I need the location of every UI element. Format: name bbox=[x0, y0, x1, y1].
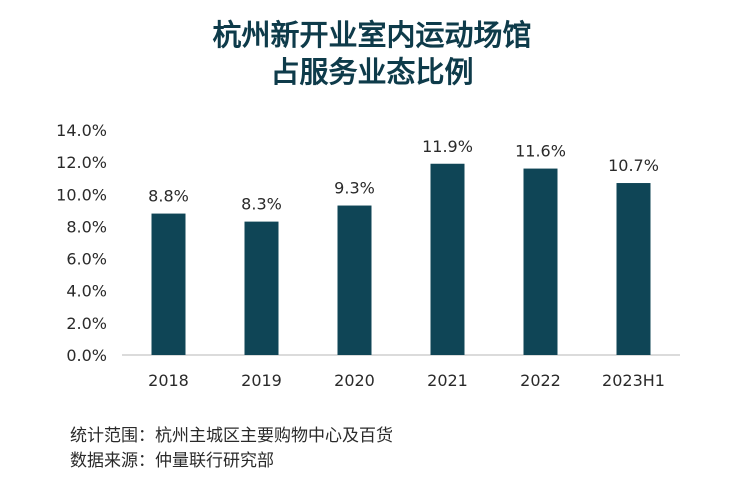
data-label: 8.8% bbox=[148, 187, 189, 206]
x-tick-label: 2023H1 bbox=[602, 371, 665, 390]
x-tick-label: 2018 bbox=[148, 371, 189, 390]
data-label: 9.3% bbox=[334, 179, 375, 198]
bar bbox=[337, 205, 372, 355]
chart-notes: 统计范围：杭州主城区主要购物中心及百货 数据来源：仲量联行研究部 bbox=[70, 424, 393, 474]
y-tick-label: 2.0% bbox=[66, 314, 107, 333]
scope-note: 统计范围：杭州主城区主要购物中心及百货 bbox=[70, 426, 393, 446]
bar bbox=[430, 163, 465, 355]
x-tick-label: 2021 bbox=[427, 371, 468, 390]
y-tick-label: 4.0% bbox=[66, 282, 107, 301]
data-label: 8.3% bbox=[241, 195, 282, 214]
bar bbox=[523, 168, 558, 355]
y-tick-label: 10.0% bbox=[56, 185, 107, 204]
x-tick-label: 2020 bbox=[334, 371, 375, 390]
y-tick-label: 0.0% bbox=[66, 346, 107, 365]
data-label: 11.6% bbox=[515, 142, 566, 161]
data-label: 10.7% bbox=[608, 156, 659, 175]
bar bbox=[151, 213, 186, 355]
y-tick-label: 14.0% bbox=[56, 121, 107, 140]
y-tick-label: 6.0% bbox=[66, 250, 107, 269]
bar bbox=[616, 183, 651, 355]
chart-title-line1: 杭州新开业室内运动场馆 bbox=[212, 18, 532, 52]
bar bbox=[244, 221, 279, 355]
y-tick-label: 8.0% bbox=[66, 217, 107, 236]
source-note: 数据来源：仲量联行研究部 bbox=[70, 451, 274, 471]
chart-title-line2: 占服务业态比例 bbox=[270, 55, 474, 89]
x-tick-label: 2022 bbox=[520, 371, 561, 390]
x-tick-label: 2019 bbox=[241, 371, 282, 390]
data-label: 11.9% bbox=[422, 137, 473, 156]
y-tick-label: 12.0% bbox=[56, 153, 107, 172]
